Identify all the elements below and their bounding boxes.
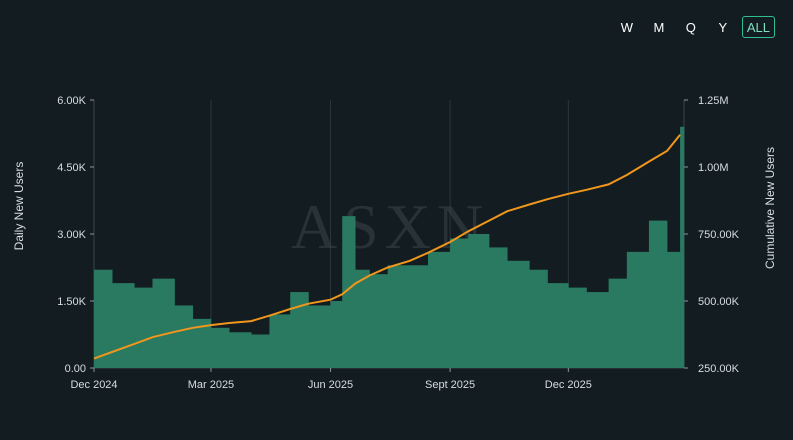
y-right-tick-label: 500.00K — [698, 296, 740, 308]
daily-bars — [94, 126, 685, 368]
bar — [667, 251, 681, 368]
bar — [387, 265, 411, 368]
y-axis-left: 0.00 1.50K 3.00K 4.50K 6.00K — [57, 95, 94, 375]
cumulative-line — [93, 134, 681, 360]
y-left-tick-label: 6.00K — [57, 95, 86, 107]
bar — [409, 265, 429, 368]
bar — [112, 283, 135, 368]
bar — [369, 274, 389, 368]
y-left-tick-label: 3.00K — [57, 229, 86, 241]
y-right-tick-label: 1.25M — [698, 95, 729, 107]
y-left-tick-label: 4.50K — [57, 162, 86, 174]
x-tick-label: Jun 2025 — [308, 379, 353, 391]
bar — [626, 251, 650, 368]
y-left-tick-label: 1.50K — [57, 296, 86, 308]
range-button-all[interactable]: ALL — [741, 16, 775, 38]
bar — [229, 332, 252, 368]
range-button-m[interactable]: M — [653, 19, 665, 35]
bar — [152, 278, 175, 368]
bar — [547, 283, 569, 368]
bar — [308, 305, 331, 368]
x-tick-label: Sept 2025 — [425, 379, 475, 391]
bar — [355, 269, 370, 368]
x-tick-label: Dec 2025 — [545, 379, 592, 391]
bar — [94, 269, 113, 368]
bar — [134, 287, 153, 368]
bar — [427, 251, 451, 368]
bar — [330, 301, 343, 368]
y-right-tick-label: 250.00K — [698, 363, 740, 375]
bar — [450, 238, 469, 368]
y-left-tick-label: 0.00 — [65, 363, 86, 375]
range-button-w[interactable]: W — [620, 19, 633, 35]
range-selector: W M Q Y ALL — [614, 16, 775, 38]
range-button-q[interactable]: Q — [685, 19, 696, 35]
bar — [586, 292, 609, 368]
bar — [269, 314, 291, 368]
x-axis: Dec 2024 Mar 2025 Jun 2025 Sept 2025 Dec 202… — [70, 368, 592, 391]
range-button-y[interactable]: Y — [718, 19, 728, 35]
bar — [529, 269, 548, 368]
y-axis-right: 250.00K 500.00K 750.00K 1.00M 1.25M — [684, 95, 740, 375]
bar — [192, 318, 212, 368]
bar — [680, 126, 685, 368]
bar — [174, 305, 194, 368]
bar — [210, 327, 230, 368]
bar — [290, 292, 309, 368]
bar — [648, 220, 668, 368]
bar — [251, 334, 270, 368]
y-right-tick-label: 1.00M — [698, 162, 729, 174]
bar — [608, 278, 628, 368]
x-tick-label: Mar 2025 — [188, 379, 234, 391]
bar — [489, 247, 508, 368]
x-tick-label: Dec 2024 — [70, 379, 117, 391]
bar — [468, 234, 490, 368]
y-axis-left-title: Daily New Users — [12, 162, 26, 251]
y-axis-right-title: Cumulative New Users — [763, 147, 777, 269]
y-right-tick-label: 750.00K — [698, 229, 740, 241]
bar — [342, 216, 356, 368]
bar — [568, 287, 587, 368]
bar — [507, 260, 530, 368]
